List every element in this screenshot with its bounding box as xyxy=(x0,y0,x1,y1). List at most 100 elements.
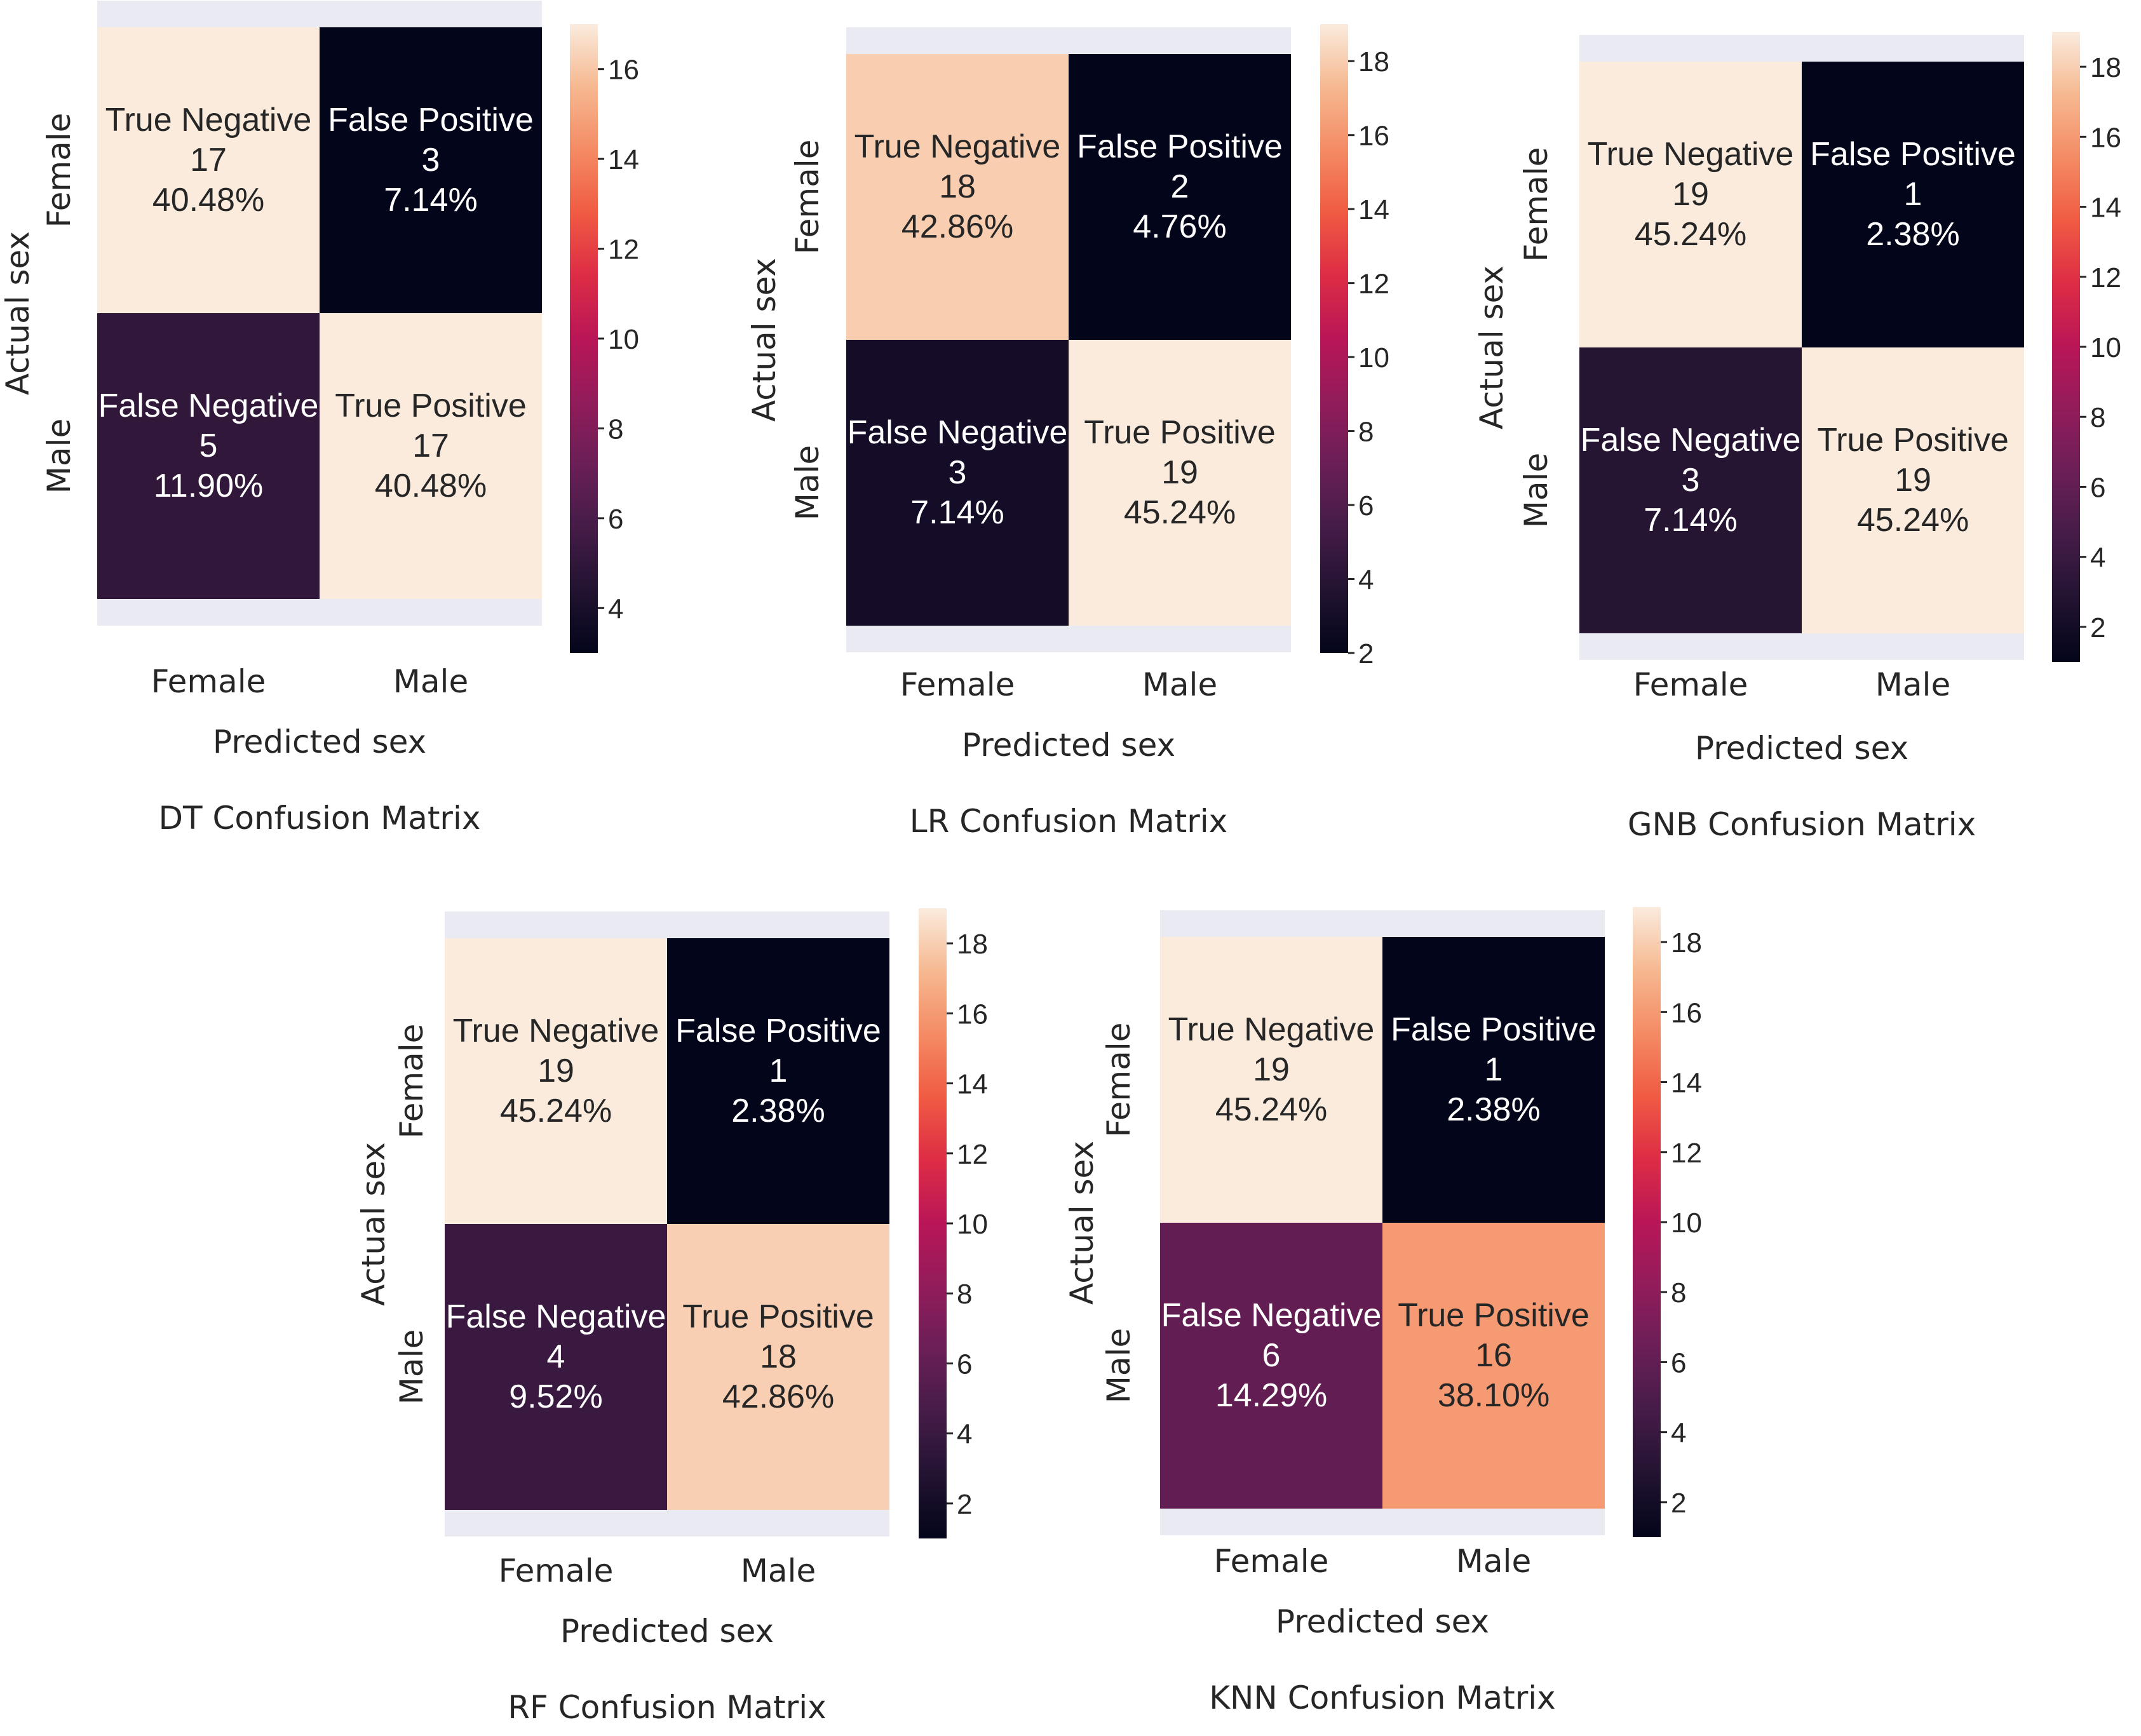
cell-percent: 45.24% xyxy=(1124,494,1236,531)
heatmap-cell xyxy=(320,27,542,313)
cell-label: True Positive xyxy=(682,1298,874,1335)
heatmap-cell xyxy=(1382,1223,1605,1509)
heatmap-cell xyxy=(1579,347,1802,633)
heatmap-cell xyxy=(445,1224,667,1510)
colorbar-tick-label: 18 xyxy=(957,929,988,960)
x-tick-label: Female xyxy=(499,1552,614,1589)
colorbar-tick-label: 16 xyxy=(608,55,639,86)
colorbar-tick-label: 6 xyxy=(608,504,623,535)
chart-title: KNN Confusion Matrix xyxy=(1209,1679,1556,1716)
y-axis-label: Actual sex xyxy=(746,258,783,422)
cell-count: 4 xyxy=(547,1338,565,1375)
cell-percent: 42.86% xyxy=(722,1378,834,1415)
x-axis-label: Predicted sex xyxy=(1276,1603,1489,1640)
colorbar-tick-label: 8 xyxy=(957,1279,972,1310)
colorbar-tick-label: 6 xyxy=(2090,472,2105,503)
y-axis-label: Actual sex xyxy=(0,231,36,395)
colorbar xyxy=(1633,907,1661,1537)
heatmap-cell xyxy=(846,340,1069,626)
heatmap-cell xyxy=(1160,937,1382,1223)
cell-count: 19 xyxy=(1161,454,1198,491)
cell-label: False Positive xyxy=(1077,128,1283,165)
heatmap-cell xyxy=(97,313,320,599)
confusion-matrix-panel: True Negative 17 40.48% False Positive 3 7.14… xyxy=(0,1,639,837)
colorbar-tick-label: 14 xyxy=(1358,194,1389,225)
colorbar-tick-label: 18 xyxy=(1671,927,1702,959)
cell-count: 19 xyxy=(1894,462,1931,499)
colorbar xyxy=(570,24,598,653)
colorbar-tick-label: 2 xyxy=(2090,612,2105,643)
colorbar-tick-label: 10 xyxy=(957,1209,988,1240)
y-axis-label: Actual sex xyxy=(1064,1141,1100,1305)
cell-percent: 45.24% xyxy=(1857,502,1969,539)
colorbar-tick-label: 6 xyxy=(1358,490,1374,521)
colorbar-tick-label: 4 xyxy=(1358,565,1374,596)
colorbar-tick-label: 12 xyxy=(2090,262,2121,293)
cell-percent: 7.14% xyxy=(910,494,1004,531)
colorbar-tick-label: 8 xyxy=(2090,402,2105,433)
colorbar-tick-label: 16 xyxy=(2090,122,2121,153)
cell-percent: 38.10% xyxy=(1438,1377,1550,1414)
cell-percent: 9.52% xyxy=(509,1378,602,1415)
cell-percent: 40.48% xyxy=(375,468,487,504)
colorbar-tick-label: 2 xyxy=(1671,1488,1686,1519)
cell-percent: 42.86% xyxy=(902,208,1013,245)
cell-percent: 2.38% xyxy=(1447,1091,1540,1128)
heatmap-cell xyxy=(846,54,1069,340)
cell-percent: 40.48% xyxy=(152,182,264,219)
cell-label: False Negative xyxy=(1581,422,1801,459)
colorbar-tick-label: 14 xyxy=(2090,192,2121,224)
y-tick-label: Male xyxy=(789,445,826,520)
chart-title: GNB Confusion Matrix xyxy=(1628,806,1976,843)
cell-percent: 14.29% xyxy=(1215,1377,1327,1414)
colorbar-tick-label: 14 xyxy=(608,144,639,175)
colorbar-tick-label: 8 xyxy=(1358,417,1374,448)
cell-label: False Positive xyxy=(675,1013,881,1049)
cell-count: 3 xyxy=(949,454,967,491)
cell-count: 19 xyxy=(537,1053,574,1089)
colorbar-tick-label: 12 xyxy=(957,1139,988,1170)
colorbar-tick-label: 12 xyxy=(1671,1138,1702,1169)
cell-label: True Positive xyxy=(1398,1297,1590,1334)
colorbar-tick-label: 4 xyxy=(2090,542,2105,574)
cell-label: True Positive xyxy=(335,387,527,424)
x-tick-label: Male xyxy=(1142,666,1217,703)
heatmap-cell xyxy=(1579,62,1802,347)
heatmap-cell xyxy=(1069,340,1291,626)
cell-label: False Positive xyxy=(1391,1011,1597,1048)
heatmap-cell xyxy=(667,938,889,1224)
cell-percent: 4.76% xyxy=(1133,208,1226,245)
colorbar-tick-label: 6 xyxy=(957,1349,972,1380)
colorbar-tick-label: 16 xyxy=(1358,121,1389,152)
y-tick-label: Male xyxy=(41,419,78,494)
colorbar-tick-label: 10 xyxy=(1671,1208,1702,1239)
colorbar-tick-label: 18 xyxy=(2090,52,2121,83)
colorbar-tick-label: 12 xyxy=(1358,269,1389,300)
chart-title: RF Confusion Matrix xyxy=(508,1689,826,1726)
heatmap-cell xyxy=(1382,937,1605,1223)
heatmap-cell xyxy=(1802,347,2024,633)
cell-label: True Positive xyxy=(1817,422,2009,459)
x-tick-label: Male xyxy=(741,1552,816,1589)
colorbar-tick-label: 10 xyxy=(608,324,639,355)
colorbar-tick-label: 12 xyxy=(608,234,639,266)
heatmap-cell xyxy=(667,1224,889,1510)
cell-label: True Negative xyxy=(105,102,312,138)
y-tick-label: Female xyxy=(1100,1023,1137,1138)
y-tick-label: Female xyxy=(789,140,826,255)
x-tick-label: Female xyxy=(900,666,1015,703)
cell-label: True Negative xyxy=(1588,136,1794,173)
colorbar-tick-label: 6 xyxy=(1671,1347,1686,1378)
cell-count: 17 xyxy=(412,427,449,464)
colorbar-tick-label: 2 xyxy=(1358,638,1374,670)
cell-count: 6 xyxy=(1262,1337,1281,1374)
cell-percent: 2.38% xyxy=(731,1093,825,1129)
cell-label: True Negative xyxy=(854,128,1061,165)
colorbar-tick-label: 16 xyxy=(1671,997,1702,1028)
cell-count: 18 xyxy=(939,168,976,205)
cell-label: False Positive xyxy=(328,102,534,138)
colorbar-tick-label: 16 xyxy=(957,999,988,1030)
cell-count: 17 xyxy=(190,142,227,178)
y-tick-label: Male xyxy=(1100,1328,1137,1403)
